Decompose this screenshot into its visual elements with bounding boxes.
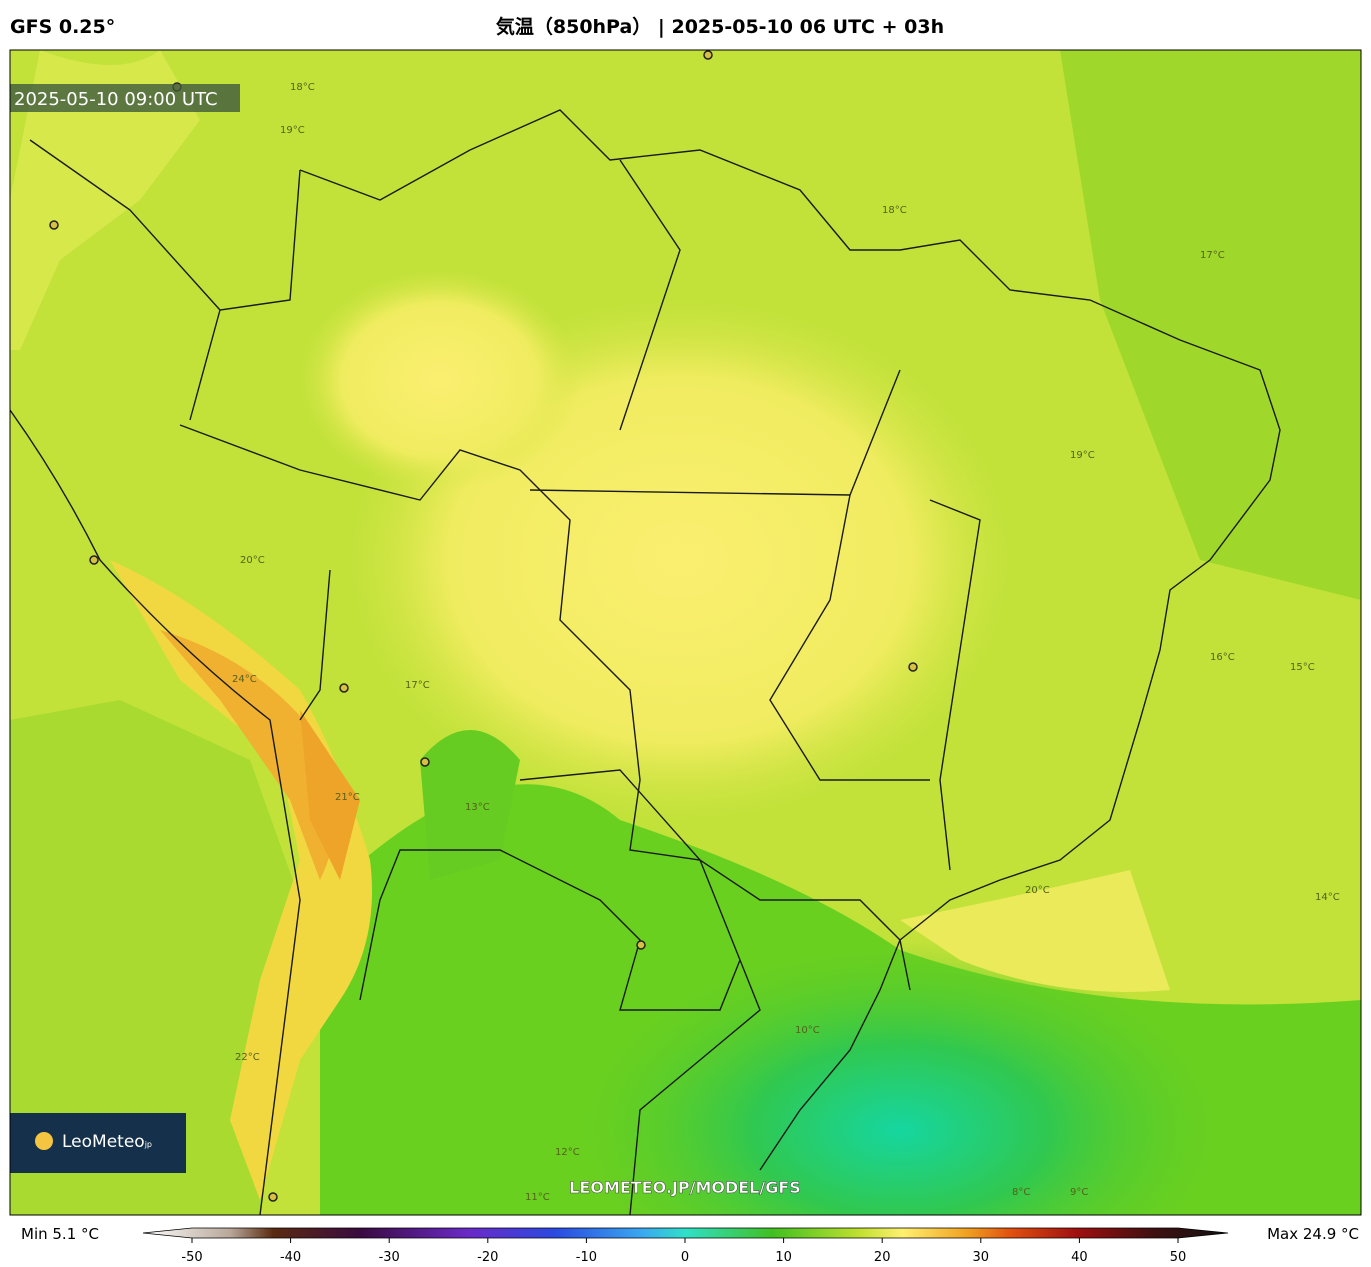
colorbar-tick-label: -50 xyxy=(181,1250,202,1263)
contour-label: 18°C xyxy=(290,82,315,93)
city-marker xyxy=(268,1192,278,1202)
map-title: 気温（850hPa） | 2025-05-10 06 UTC + 03h xyxy=(496,15,944,38)
contour-label: 17°C xyxy=(1200,250,1225,261)
city-marker xyxy=(420,757,430,767)
temperature-field xyxy=(10,50,200,350)
city-marker xyxy=(636,940,646,950)
colorbar-tick-label: 0 xyxy=(681,1250,689,1263)
contour-label: 12°C xyxy=(555,1147,580,1158)
colorbar-tick-label: 20 xyxy=(874,1250,891,1263)
contour-labels: 18°C 19°C 17°C 18°C 19°C 20°C 16°C 15°C … xyxy=(232,82,1340,1203)
colorbar-tick-label: 50 xyxy=(1170,1250,1187,1263)
logo-suffix: jp xyxy=(144,1140,152,1149)
border xyxy=(359,769,741,1011)
border xyxy=(619,159,681,431)
border xyxy=(929,499,981,871)
temperature-field xyxy=(300,270,580,490)
colorbar-tick-label: -10 xyxy=(576,1250,597,1263)
city-marker xyxy=(49,220,59,230)
contour-label: 13°C xyxy=(465,802,490,813)
colorbar-min: Min 5.1 °C xyxy=(21,1225,99,1243)
contour-label: 19°C xyxy=(280,125,305,136)
city-marker xyxy=(339,683,349,693)
contour-label: 15°C xyxy=(1290,662,1315,673)
colorbar-tick-label: -40 xyxy=(280,1250,301,1263)
temperature-field xyxy=(160,630,335,880)
contour-label: 20°C xyxy=(240,555,265,566)
contour-label: 17°C xyxy=(405,680,430,691)
border xyxy=(769,494,930,781)
temperature-field xyxy=(10,700,300,1215)
logo-name: LeoMeteo xyxy=(62,1132,145,1152)
border xyxy=(179,424,911,991)
contour-label: 24°C xyxy=(232,674,257,685)
temperature-field xyxy=(900,870,1170,992)
colorbar-tick-label: -20 xyxy=(477,1250,498,1263)
logo-text: LeoMeteojp xyxy=(62,1132,152,1152)
contour-label: 8°C xyxy=(1012,1187,1030,1198)
coastline xyxy=(10,409,301,1215)
colorbar-ticks: -50 -40 -30 -20 -10 0 10 20 30 40 50 xyxy=(181,1238,1187,1265)
contour-label: 16°C xyxy=(1210,652,1235,663)
contour-label: 14°C xyxy=(1315,892,1340,903)
coastline xyxy=(299,109,1281,1171)
temperature-field xyxy=(570,940,1230,1215)
border xyxy=(629,959,761,1215)
temperature-field xyxy=(1060,50,1361,600)
watermark: LEOMETEO.JP/MODEL/GFS xyxy=(569,1178,801,1197)
city-marker xyxy=(703,50,713,60)
valid-time: 2025-05-10 09:00 UTC xyxy=(14,89,218,110)
contour-label: 18°C xyxy=(882,205,907,216)
colorbar-tick-label: 10 xyxy=(775,1250,792,1263)
city-marker xyxy=(908,662,918,672)
border xyxy=(29,139,221,311)
contour-label: 9°C xyxy=(1070,1187,1088,1198)
contour-label: 10°C xyxy=(795,1025,820,1036)
contour-label: 20°C xyxy=(1025,885,1050,896)
border xyxy=(189,169,301,421)
colorbar-tick-label: 40 xyxy=(1071,1250,1088,1263)
time-badge xyxy=(10,84,240,112)
colorbar-max: Max 24.9 °C xyxy=(1267,1225,1359,1243)
logo-sun xyxy=(35,1132,53,1150)
contour-label: 19°C xyxy=(1070,450,1095,461)
model-label: GFS 0.25° xyxy=(10,16,115,38)
contour-label: 21°C xyxy=(335,792,360,803)
map: 18°C 19°C 17°C 18°C 19°C 20°C 16°C 15°C … xyxy=(10,50,1361,1215)
city-marker xyxy=(89,555,99,565)
border xyxy=(299,569,331,721)
contour-label: 22°C xyxy=(235,1052,260,1063)
temperature-field xyxy=(300,710,360,880)
borders xyxy=(10,109,1281,1215)
colorbar xyxy=(142,1227,1229,1239)
map-frame xyxy=(9,49,1362,1216)
temperature-field xyxy=(420,730,520,880)
colorbar-tick-label: 30 xyxy=(973,1250,990,1263)
contour-label: 11°C xyxy=(525,1192,550,1203)
colorbar-tick-label: -30 xyxy=(379,1250,400,1263)
